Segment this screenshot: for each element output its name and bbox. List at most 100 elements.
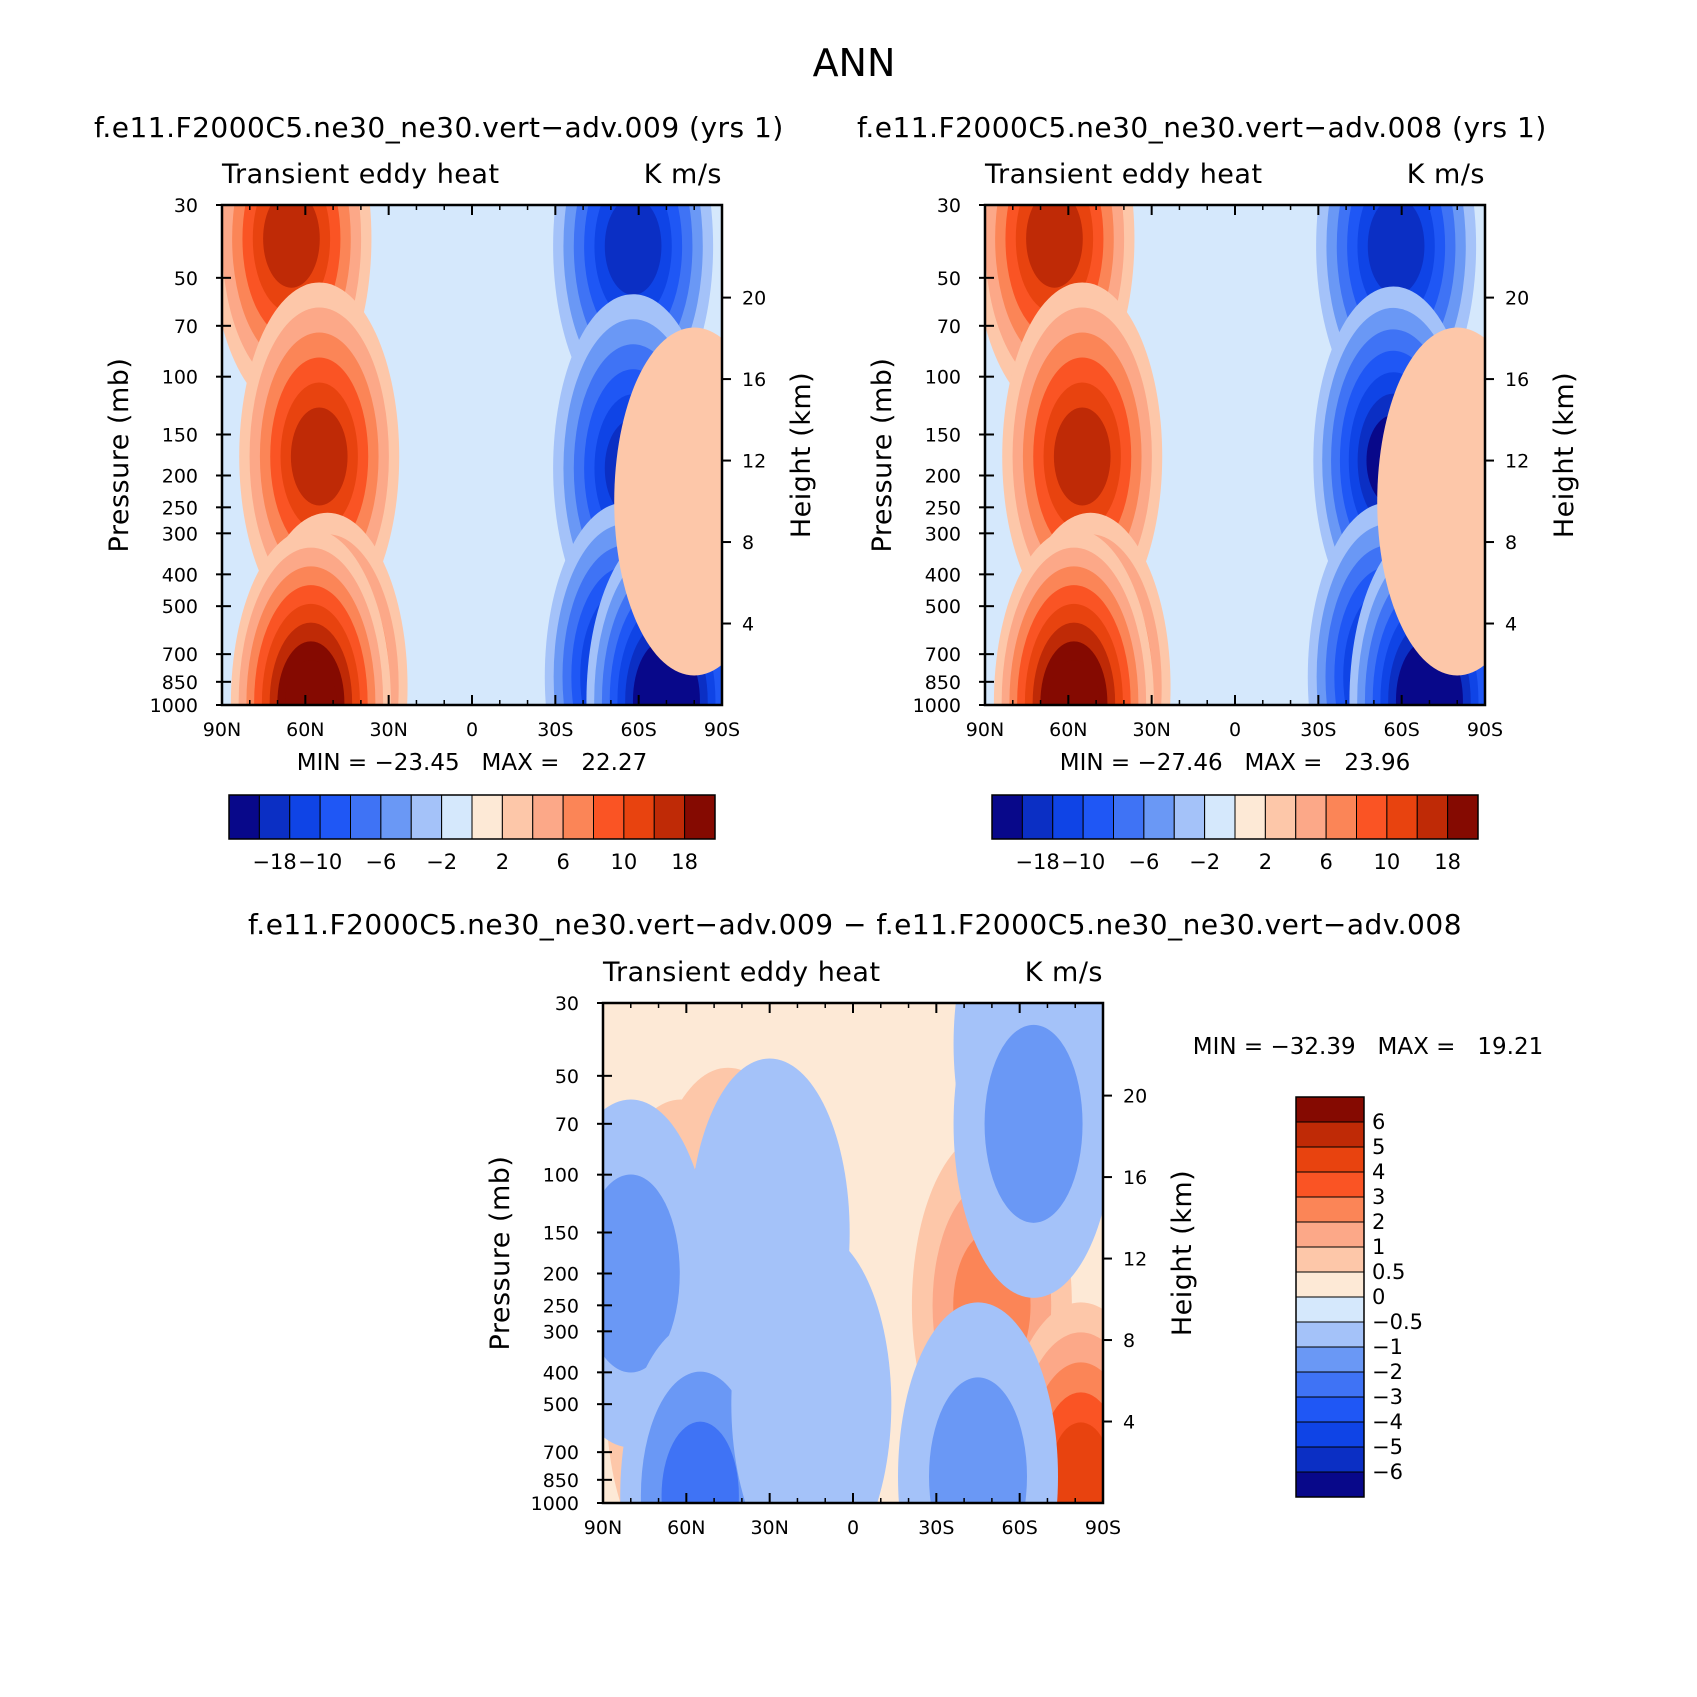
- colorbar-box: [289, 794, 321, 840]
- colorbar-box: [1113, 794, 1145, 840]
- y-tick-label: 50: [937, 268, 961, 290]
- panel-2-colorbar: −18 −10 −6 −2 2 6 10 18: [991, 794, 1479, 874]
- colorbar-label: 2: [1259, 850, 1272, 874]
- panel-2-left-label: Transient eddy heat: [984, 159, 1263, 190]
- colorbar-box: [501, 794, 534, 840]
- colorbar-box: [1295, 794, 1327, 840]
- height-tick-label: 12: [742, 451, 766, 473]
- colorbar-label: −6: [365, 850, 396, 874]
- colorbar-box: [991, 794, 1023, 840]
- panel-1-right-label: K m/s: [644, 159, 722, 190]
- colorbar-box: [1295, 1246, 1365, 1273]
- panel-3-ylabel: Pressure (mb): [485, 1156, 516, 1351]
- colorbar-box: [1143, 794, 1175, 840]
- colorbar-box: [1204, 794, 1236, 840]
- colorbar-label: −10: [1061, 850, 1105, 874]
- height-tick-label: 4: [1123, 1412, 1135, 1434]
- colorbar-label: 10: [1374, 850, 1401, 874]
- colorbar-box: [562, 794, 594, 840]
- field-contour-8-0: [614, 327, 722, 676]
- colorbar-box: [471, 794, 503, 840]
- y-tick-label: 250: [162, 497, 198, 519]
- panel-2-right-label: K m/s: [1407, 159, 1485, 190]
- y-tick-label: 300: [543, 1321, 579, 1343]
- height-tick-label: 12: [1123, 1249, 1147, 1271]
- colorbar-box: [1082, 794, 1114, 840]
- height-tick-label: 16: [1123, 1167, 1147, 1189]
- colorbar-label: 6: [556, 850, 569, 874]
- y-tick-label: 1000: [531, 1493, 579, 1515]
- y-tick-label: 700: [162, 644, 198, 666]
- colorbar-box: [1295, 1396, 1365, 1423]
- colorbar-label: −10: [298, 850, 342, 874]
- y-tick-label: 500: [543, 1394, 579, 1416]
- x-tick-label: 60N: [667, 1517, 705, 1539]
- x-tick-label: 60N: [1049, 719, 1087, 741]
- panel-2-field: [985, 205, 1485, 705]
- x-tick-label: 30S: [537, 719, 573, 741]
- colorbar-box: [1447, 794, 1479, 840]
- y-tick-label: 200: [162, 466, 198, 488]
- colorbar-frame: [991, 794, 1479, 840]
- y-tick-label: 150: [925, 424, 961, 446]
- colorbar-label: −3: [1372, 1385, 1403, 1409]
- panel-1-axes: 3050701001502002503004005007008501000481…: [150, 195, 767, 741]
- colorbar-frame: [228, 794, 716, 840]
- colorbar-box: [1295, 1171, 1365, 1198]
- panel-2-title: f.e11.F2000C5.ne30_ne30.vert−adv.008 (yr…: [857, 111, 1547, 144]
- y-tick-label: 850: [925, 672, 961, 694]
- field-contour-7-1: [603, 1174, 680, 1373]
- colorbar-label: −5: [1372, 1435, 1403, 1459]
- colorbar-label: −4: [1372, 1410, 1403, 1434]
- panel-3-stats: MIN = −32.39 MAX = 19.21: [1193, 1034, 1543, 1060]
- field-contour-4-5: [1367, 205, 1425, 296]
- y-tick-label: 50: [555, 1066, 579, 1088]
- y-tick-label: 100: [543, 1165, 579, 1187]
- panel-1-colorbar: −18 −10 −6 −2 2 6 10 18: [228, 794, 716, 874]
- y-tick-label: 30: [174, 195, 198, 217]
- panel-3-field: [603, 1003, 1103, 1503]
- x-tick-label: 60N: [286, 719, 324, 741]
- y-tick-label: 30: [937, 195, 961, 217]
- y-tick-label: 850: [162, 672, 198, 694]
- colorbar-box: [258, 794, 291, 840]
- panel-2-axes: 3050701001502002503004005007008501000481…: [913, 195, 1530, 741]
- y-tick-label: 700: [925, 644, 961, 666]
- y-tick-label: 400: [925, 564, 961, 586]
- colorbar-box: [1295, 1346, 1365, 1373]
- panel-3: f.e11.F2000C5.ne30_ne30.vert−adv.009 − f…: [248, 908, 1543, 1539]
- colorbar-box: [410, 794, 443, 840]
- y-tick-label: 1000: [150, 695, 198, 717]
- y-tick-label: 200: [925, 466, 961, 488]
- colorbar-box: [1052, 794, 1084, 840]
- field-contour-3-7: [285, 660, 337, 705]
- colorbar-box: [1295, 1096, 1365, 1123]
- panel-2-ylabel: Pressure (mb): [867, 358, 898, 553]
- x-tick-label: 30S: [918, 1517, 954, 1539]
- colorbar-label: 1: [1372, 1235, 1385, 1259]
- colorbar-box: [441, 794, 473, 840]
- x-tick-label: 60S: [1384, 719, 1420, 741]
- panel-3-left-label: Transient eddy heat: [602, 957, 881, 988]
- colorbar-label: 5: [1372, 1135, 1385, 1159]
- colorbar-label: 6: [1372, 1110, 1385, 1134]
- panel-2-stats: MIN = −27.46 MAX = 23.96: [1060, 750, 1410, 776]
- y-tick-label: 200: [543, 1264, 579, 1286]
- colorbar-box: [623, 794, 655, 840]
- x-tick-label: 0: [466, 719, 478, 741]
- colorbar-box: [1295, 1471, 1365, 1498]
- x-tick-label: 90N: [203, 719, 241, 741]
- panel-1-ylabel-right: Height (km): [786, 372, 817, 538]
- colorbar-box: [1173, 794, 1206, 840]
- field-contour-11-0: [689, 1058, 850, 1407]
- colorbar-box: [684, 794, 716, 840]
- colorbar-box: [532, 794, 564, 840]
- field-contour-1-5: [290, 407, 348, 506]
- height-tick-label: 8: [1123, 1330, 1135, 1352]
- y-tick-label: 250: [543, 1295, 579, 1317]
- panel-1-left-label: Transient eddy heat: [221, 159, 500, 190]
- colorbar-label: −18: [1015, 850, 1059, 874]
- y-tick-label: 850: [543, 1470, 579, 1492]
- field-contour-6-1: [984, 1024, 1083, 1223]
